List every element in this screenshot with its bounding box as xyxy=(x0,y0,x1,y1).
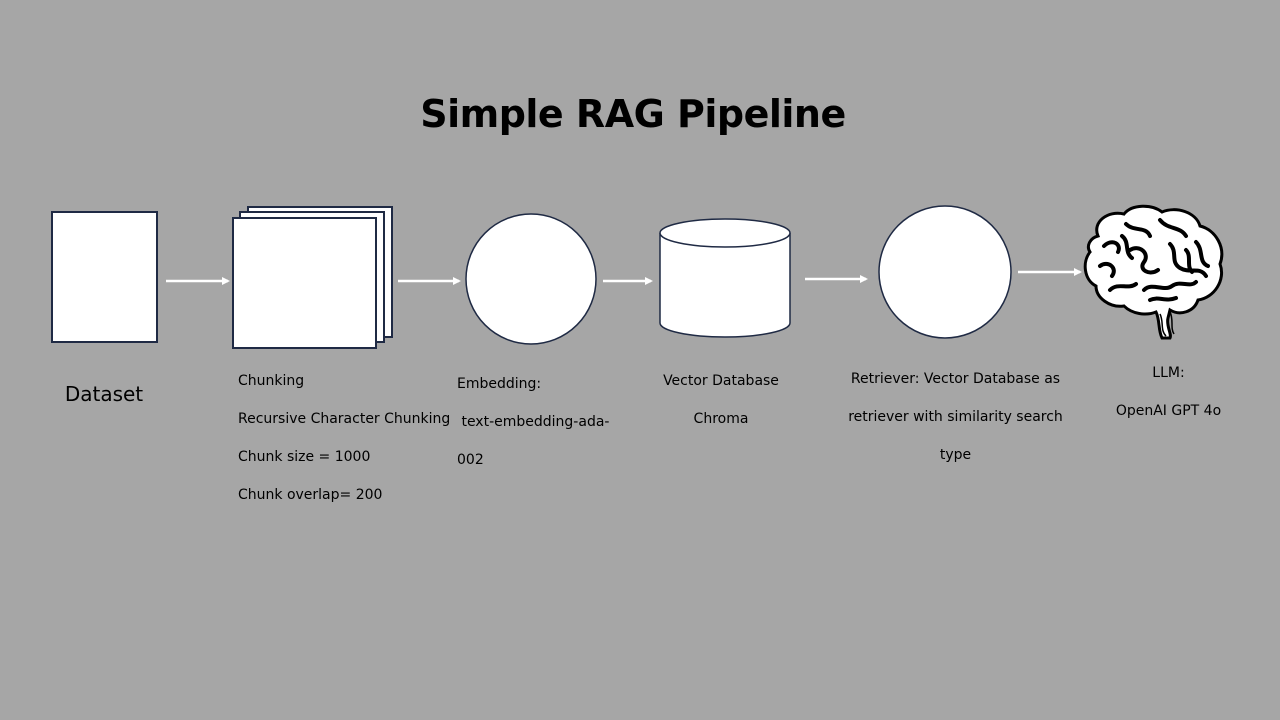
llm-label-line: OpenAI GPT 4o xyxy=(1115,403,1222,419)
embedding-label: Embedding: text-embedding-ada- 002 xyxy=(457,356,617,489)
retriever-label: Retriever: Vector Database as retriever … xyxy=(848,351,1063,484)
vectordb-label-line: Vector Database xyxy=(663,373,779,389)
chunking-label-line: Chunk overlap= 200 xyxy=(238,487,383,503)
chunking-node xyxy=(232,206,393,349)
vectordb-label-line: Chroma xyxy=(693,411,749,427)
embedding-label-line: text-embedding-ada- xyxy=(457,414,610,430)
retriever-label-line: retriever with similarity search xyxy=(848,409,1063,425)
embedding-node xyxy=(465,213,597,345)
embedding-label-line: Embedding: xyxy=(457,376,542,392)
chunk-page-front xyxy=(232,217,377,349)
brain-icon xyxy=(1083,204,1224,340)
retriever-label-line: Retriever: Vector Database as xyxy=(850,371,1061,387)
chunking-label: Chunking Recursive Character Chunking Ch… xyxy=(238,353,458,524)
llm-label-line: LLM: xyxy=(1152,365,1185,381)
dataset-label-line: Dataset xyxy=(64,382,144,406)
retriever-node xyxy=(878,205,1012,339)
chunking-label-line: Recursive Character Chunking xyxy=(238,411,451,427)
chunking-label-line: Chunking xyxy=(238,373,305,389)
retriever-label-line: type xyxy=(939,447,972,463)
dataset-node xyxy=(51,211,158,343)
page-title: Simple RAG Pipeline xyxy=(420,92,846,136)
cylinder-top xyxy=(659,218,791,248)
embedding-label-line: 002 xyxy=(457,452,484,468)
chunking-label-line: Chunk size = 1000 xyxy=(238,449,371,465)
vectordb-node xyxy=(659,218,791,338)
llm-label: LLM: OpenAI GPT 4o xyxy=(1100,345,1237,440)
cylinder-body xyxy=(659,233,791,338)
dataset-label: Dataset xyxy=(52,358,156,430)
vectordb-label: Vector Database Chroma xyxy=(640,353,802,448)
